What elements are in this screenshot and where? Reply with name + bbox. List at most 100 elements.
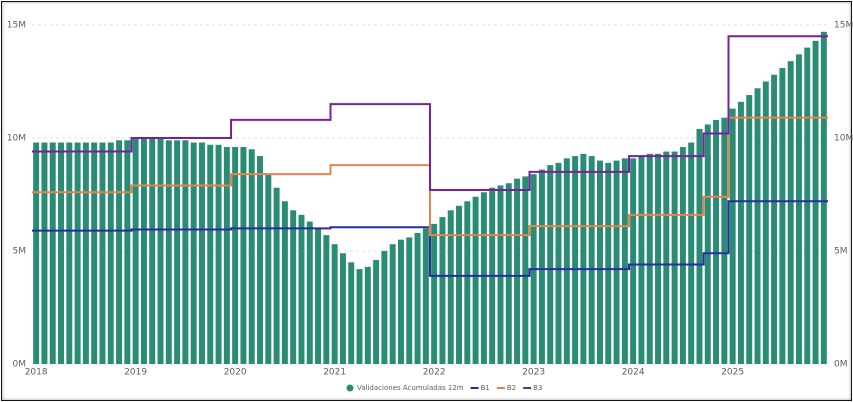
bar — [514, 178, 521, 364]
bar — [580, 153, 587, 364]
bar — [265, 174, 272, 364]
bar — [563, 158, 570, 364]
bar — [99, 142, 106, 364]
bar — [182, 140, 189, 364]
bar — [447, 210, 454, 364]
bar — [397, 239, 404, 364]
bar — [538, 169, 545, 364]
bar — [795, 54, 802, 364]
bar — [472, 196, 479, 364]
bar — [406, 237, 413, 364]
bar — [157, 138, 164, 364]
bar — [174, 140, 181, 364]
bar — [464, 201, 471, 364]
bar — [198, 142, 205, 364]
bar — [132, 138, 139, 364]
y-tick-label: 0M — [13, 360, 27, 370]
legend-label: Validaciones Acumuladas 12m — [357, 384, 464, 392]
bar — [762, 81, 769, 364]
bar — [522, 176, 529, 364]
x-tick-label: 2025 — [721, 368, 744, 378]
x-tick-label: 2018 — [25, 368, 48, 378]
bar — [638, 156, 645, 364]
x-tick-label: 2019 — [124, 368, 147, 378]
x-tick-label: 2023 — [522, 368, 545, 378]
bar — [729, 108, 736, 365]
y2-tick-label: 10M — [834, 134, 853, 144]
x-tick-label: 2021 — [323, 368, 346, 378]
bar — [107, 142, 114, 364]
bar — [149, 138, 156, 364]
bar — [207, 144, 214, 364]
x-tick-label: 2024 — [622, 368, 645, 378]
bar — [190, 142, 197, 364]
bar — [480, 192, 487, 364]
bar — [140, 138, 147, 364]
bar — [215, 144, 222, 364]
step-line — [32, 116, 828, 237]
y-tick-label: 15M — [7, 21, 26, 31]
bar — [588, 156, 595, 364]
bar — [41, 142, 48, 364]
y-tick-label: 5M — [13, 247, 27, 257]
bar — [82, 142, 89, 364]
bar — [621, 158, 628, 364]
y2-tick-label: 5M — [834, 247, 848, 257]
x-tick-label: 2020 — [224, 368, 247, 378]
bar — [505, 183, 512, 364]
bar — [364, 266, 371, 364]
bar — [422, 228, 429, 364]
bar — [165, 140, 172, 364]
bar — [58, 142, 65, 364]
bar — [555, 162, 562, 364]
bar — [779, 67, 786, 364]
bar — [746, 95, 753, 364]
bar — [223, 147, 230, 364]
bar — [787, 61, 794, 364]
bar — [696, 128, 703, 364]
bar — [389, 244, 396, 364]
bar — [33, 142, 40, 364]
bar — [74, 142, 81, 364]
y2-tick-label: 15M — [834, 21, 853, 31]
bar — [804, 47, 811, 364]
bar — [820, 31, 827, 365]
legend-label: B3 — [533, 384, 542, 392]
bar — [572, 156, 579, 364]
bar — [596, 160, 603, 364]
bar — [315, 228, 322, 364]
step-line — [32, 200, 828, 277]
bar — [348, 262, 355, 364]
bar — [414, 232, 421, 364]
bar — [688, 142, 695, 364]
bar — [232, 147, 239, 364]
bar — [281, 201, 288, 364]
bar — [306, 221, 313, 364]
y-tick-label: 10M — [7, 134, 26, 144]
y2-tick-label: 0M — [834, 360, 848, 370]
legend-label: B1 — [481, 384, 490, 392]
bar — [613, 160, 620, 364]
legend-swatch — [346, 384, 354, 392]
bar — [630, 158, 637, 364]
bar — [671, 151, 678, 364]
legend-label: B2 — [507, 384, 516, 392]
bar — [290, 210, 297, 364]
bar — [373, 260, 380, 364]
bar — [331, 244, 338, 364]
bar — [771, 74, 778, 364]
bar — [663, 151, 670, 364]
bar — [66, 142, 73, 364]
bar — [456, 205, 463, 364]
bar — [339, 253, 346, 364]
bar — [240, 147, 247, 364]
bar — [124, 140, 131, 364]
bar — [497, 185, 504, 364]
bar — [273, 187, 280, 364]
bar — [721, 117, 728, 364]
bar — [431, 223, 438, 364]
bar — [812, 40, 819, 364]
bar — [356, 269, 363, 364]
